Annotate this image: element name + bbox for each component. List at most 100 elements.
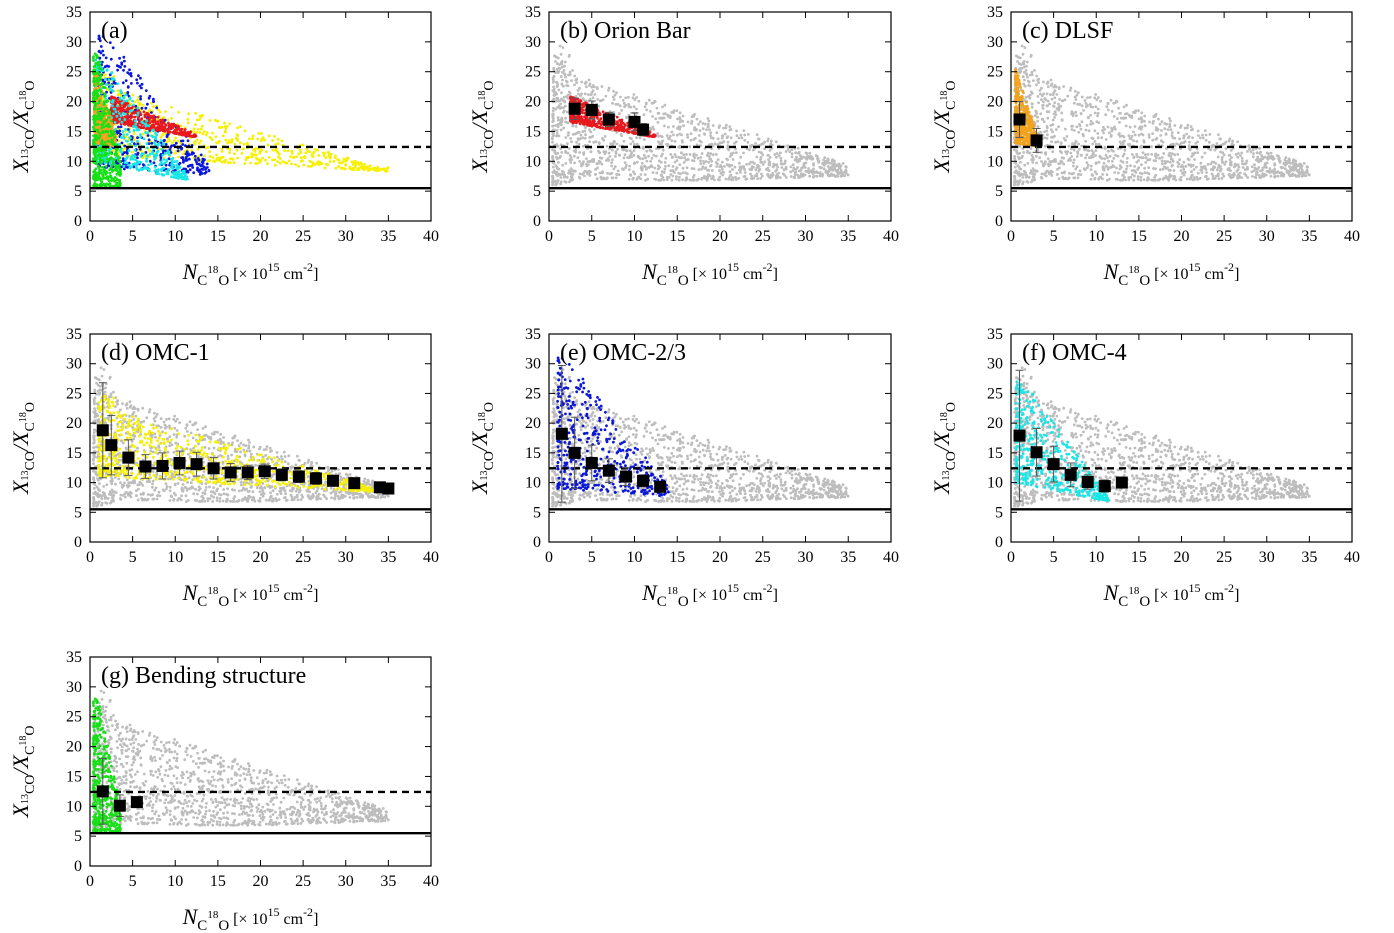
scatter-point xyxy=(633,162,636,166)
y-tick-label: 10 xyxy=(525,153,541,170)
scatter-point xyxy=(153,141,156,145)
scatter-point xyxy=(267,134,271,138)
scatter-point xyxy=(635,107,638,111)
plot-area xyxy=(90,34,431,190)
scatter-point xyxy=(165,140,169,144)
scatter-point xyxy=(221,134,225,138)
scatter-point xyxy=(631,140,635,143)
scatter-point xyxy=(718,169,721,173)
scatter-point xyxy=(692,178,696,182)
scatter-point xyxy=(557,99,561,103)
scatter-point xyxy=(318,160,322,164)
scatter-point xyxy=(151,135,155,139)
scatter-point xyxy=(233,142,237,146)
scatter-point xyxy=(619,95,622,99)
scatter-point xyxy=(740,136,744,140)
scatter-point xyxy=(92,94,95,98)
scatter-point xyxy=(734,147,737,151)
scatter-point xyxy=(769,139,773,143)
scatter-point xyxy=(569,137,573,140)
scatter-point xyxy=(228,122,232,126)
scatter-point xyxy=(557,161,560,164)
scatter-point xyxy=(305,147,308,151)
scatter-point xyxy=(121,81,125,85)
scatter-point xyxy=(627,168,631,172)
scatter-point xyxy=(220,125,224,129)
scatter-point xyxy=(582,171,586,175)
scatter-point xyxy=(289,155,293,159)
scatter-point xyxy=(561,46,565,49)
scatter-point xyxy=(804,156,808,160)
scatter-point xyxy=(551,120,555,124)
scatter-point xyxy=(201,114,205,117)
binned-marker xyxy=(585,103,598,116)
scatter-point xyxy=(313,163,317,166)
scatter-point xyxy=(754,168,758,172)
scatter-point xyxy=(128,120,132,124)
scatter-point xyxy=(186,139,190,143)
scatter-point xyxy=(681,171,685,175)
scatter-point xyxy=(181,139,185,143)
scatter-point xyxy=(585,119,588,123)
scatter-point xyxy=(96,164,100,168)
scatter-point xyxy=(583,115,587,118)
scatter-point xyxy=(168,130,172,134)
scatter-point xyxy=(560,123,563,127)
scatter-point xyxy=(628,164,631,168)
scatter-point xyxy=(195,118,199,122)
scatter-point xyxy=(171,161,175,164)
scatter-point xyxy=(603,135,607,138)
scatter-point xyxy=(577,130,580,134)
scatter-point xyxy=(594,140,598,144)
scatter-point xyxy=(836,174,840,178)
scatter-point xyxy=(171,122,175,126)
scatter-point xyxy=(609,142,613,146)
scatter-point xyxy=(194,134,198,138)
scatter-point xyxy=(678,127,682,131)
scatter-point xyxy=(663,167,667,171)
scatter-point xyxy=(576,89,580,92)
scatter-point xyxy=(110,138,114,142)
scatter-point xyxy=(681,166,685,170)
scatter-point xyxy=(141,104,145,107)
scatter-point xyxy=(732,151,735,155)
scatter-point xyxy=(94,184,98,188)
scatter-point xyxy=(136,139,139,143)
scatter-point xyxy=(94,62,98,65)
scatter-point xyxy=(174,131,178,135)
scatter-point xyxy=(560,82,564,86)
scatter-point xyxy=(107,136,111,140)
scatter-point xyxy=(612,167,616,171)
scatter-point xyxy=(584,81,588,85)
scatter-point xyxy=(119,125,123,129)
scatter-point xyxy=(551,148,554,152)
scatter-point xyxy=(578,122,582,126)
scatter-point xyxy=(112,130,116,134)
scatter-point xyxy=(627,130,631,134)
scatter-point xyxy=(99,115,103,119)
scatter-point xyxy=(774,170,777,173)
scatter-point xyxy=(554,60,557,63)
scatter-point xyxy=(99,146,103,150)
plot-area xyxy=(1011,44,1352,190)
scatter-point xyxy=(692,167,696,171)
scatter-point xyxy=(634,131,637,135)
scatter-point xyxy=(618,118,622,122)
scatter-point xyxy=(658,116,661,120)
scatter-point xyxy=(552,107,555,110)
scatter-point xyxy=(290,149,294,153)
scatter-point xyxy=(141,156,145,160)
scatter-point xyxy=(567,73,570,77)
scatter-point xyxy=(148,108,152,112)
scatter-point xyxy=(735,171,739,175)
scatter-point xyxy=(148,149,152,153)
scatter-point xyxy=(599,126,603,130)
scatter-point xyxy=(826,165,830,168)
scatter-point xyxy=(123,167,126,171)
scatter-point xyxy=(376,165,380,169)
scatter-point xyxy=(801,173,804,177)
scatter-point xyxy=(588,140,591,144)
scatter-point xyxy=(782,168,786,172)
scatter-point xyxy=(148,121,152,124)
